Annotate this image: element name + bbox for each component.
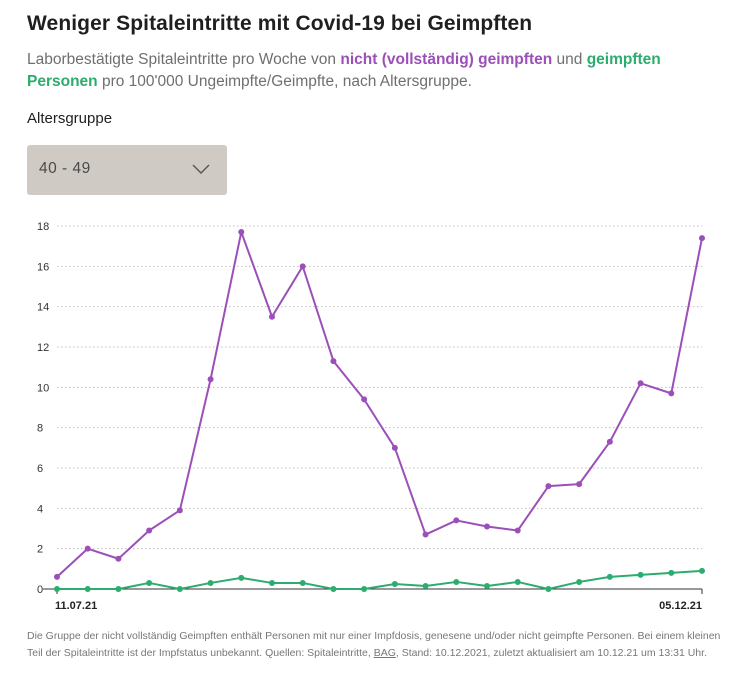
y-tick-label: 18	[37, 221, 49, 233]
data-point-unvaccinated	[484, 523, 490, 530]
data-point-vaccinated	[637, 571, 644, 578]
data-point-unvaccinated	[453, 517, 460, 524]
data-point-vaccinated	[84, 586, 91, 592]
data-point-unvaccinated	[238, 229, 245, 236]
y-tick-label: 10	[37, 382, 49, 394]
subtitle-vaccinated-highlight: geimpften Personen	[27, 51, 661, 90]
data-point-vaccinated	[115, 586, 122, 592]
data-point-vaccinated	[545, 586, 552, 592]
data-point-unvaccinated	[606, 438, 613, 445]
data-point-vaccinated	[699, 567, 705, 574]
y-tick-label: 4	[37, 503, 43, 515]
data-point-unvaccinated	[668, 390, 675, 397]
y-tick-label: 0	[37, 584, 43, 596]
footnote: Die Gruppe der nicht vollständig Geimpft…	[27, 628, 727, 662]
data-point-unvaccinated	[299, 263, 306, 270]
data-point-unvaccinated	[54, 573, 60, 580]
data-point-vaccinated	[361, 586, 368, 592]
data-point-unvaccinated	[269, 313, 275, 320]
series-line-vaccinated	[57, 569, 703, 590]
line-chart: 0 2 4 6 8 10 12 14 16 18 11.07.21 05.12.21	[37, 221, 705, 612]
y-tick-label: 6	[37, 463, 43, 475]
data-point-vaccinated	[576, 578, 583, 585]
data-point-unvaccinated	[576, 481, 583, 488]
data-point-vaccinated	[514, 578, 521, 585]
data-point-vaccinated	[269, 579, 275, 586]
age-group-label: Altersgruppe	[27, 110, 113, 127]
data-point-vaccinated	[391, 580, 398, 587]
data-point-vaccinated	[207, 579, 214, 586]
data-point-unvaccinated	[514, 527, 521, 534]
y-tick-label: 16	[37, 261, 49, 273]
data-point-unvaccinated	[84, 545, 91, 552]
y-tick-label: 2	[37, 544, 43, 556]
data-point-vaccinated	[668, 569, 675, 576]
data-point-vaccinated	[238, 574, 245, 581]
data-point-vaccinated	[484, 582, 490, 589]
data-point-unvaccinated	[207, 376, 214, 383]
age-group-select[interactable]: 40 - 49	[27, 145, 227, 195]
data-point-vaccinated	[54, 586, 60, 592]
data-point-vaccinated	[299, 579, 306, 586]
footnote-text-1: Die Gruppe der nicht vollständig Geimpft…	[27, 630, 721, 659]
y-tick-label: 12	[37, 342, 49, 354]
data-point-unvaccinated	[637, 380, 644, 387]
data-point-vaccinated	[146, 579, 153, 586]
data-point-vaccinated	[606, 573, 613, 580]
data-point-unvaccinated	[699, 235, 705, 242]
data-point-unvaccinated	[330, 358, 337, 365]
data-point-unvaccinated	[146, 527, 153, 534]
data-point-unvaccinated	[115, 555, 122, 562]
x-tick-label: 05.12.21	[659, 600, 702, 612]
subtitle-text-1: Laborbestätigte Spitaleintritte pro Woch…	[27, 51, 341, 68]
data-point-vaccinated	[453, 578, 460, 585]
subtitle-text-3: pro 100'000 Ungeimpfte/Geimpfte, nach Al…	[97, 73, 472, 90]
data-point-unvaccinated	[361, 396, 368, 403]
data-point-vaccinated	[176, 586, 183, 592]
chart-title: Weniger Spitaleintritte mit Covid-19 bei…	[27, 12, 533, 35]
bag-source-link[interactable]: BAG	[373, 647, 396, 659]
chevron-down-icon	[192, 164, 210, 174]
x-tick-label: 11.07.21	[55, 600, 97, 612]
data-point-unvaccinated	[545, 483, 552, 490]
data-point-unvaccinated	[176, 507, 183, 514]
age-group-selected-value: 40 - 49	[39, 160, 91, 177]
data-point-vaccinated	[330, 586, 337, 592]
chart-subtitle: Laborbestätigte Spitaleintritte pro Woch…	[27, 49, 717, 93]
y-tick-label: 14	[37, 302, 49, 314]
data-point-unvaccinated	[391, 444, 398, 451]
y-tick-label: 8	[37, 423, 43, 435]
data-point-unvaccinated	[422, 531, 429, 538]
subtitle-text-2: und	[552, 51, 587, 68]
subtitle-unvaccinated-highlight: nicht (vollständig) geimpften	[340, 51, 553, 68]
footnote-text-2: , Stand: 10.12.2021, zuletzt aktualisier…	[395, 647, 707, 659]
data-point-vaccinated	[422, 582, 429, 589]
series-line-unvaccinated	[56, 231, 703, 578]
